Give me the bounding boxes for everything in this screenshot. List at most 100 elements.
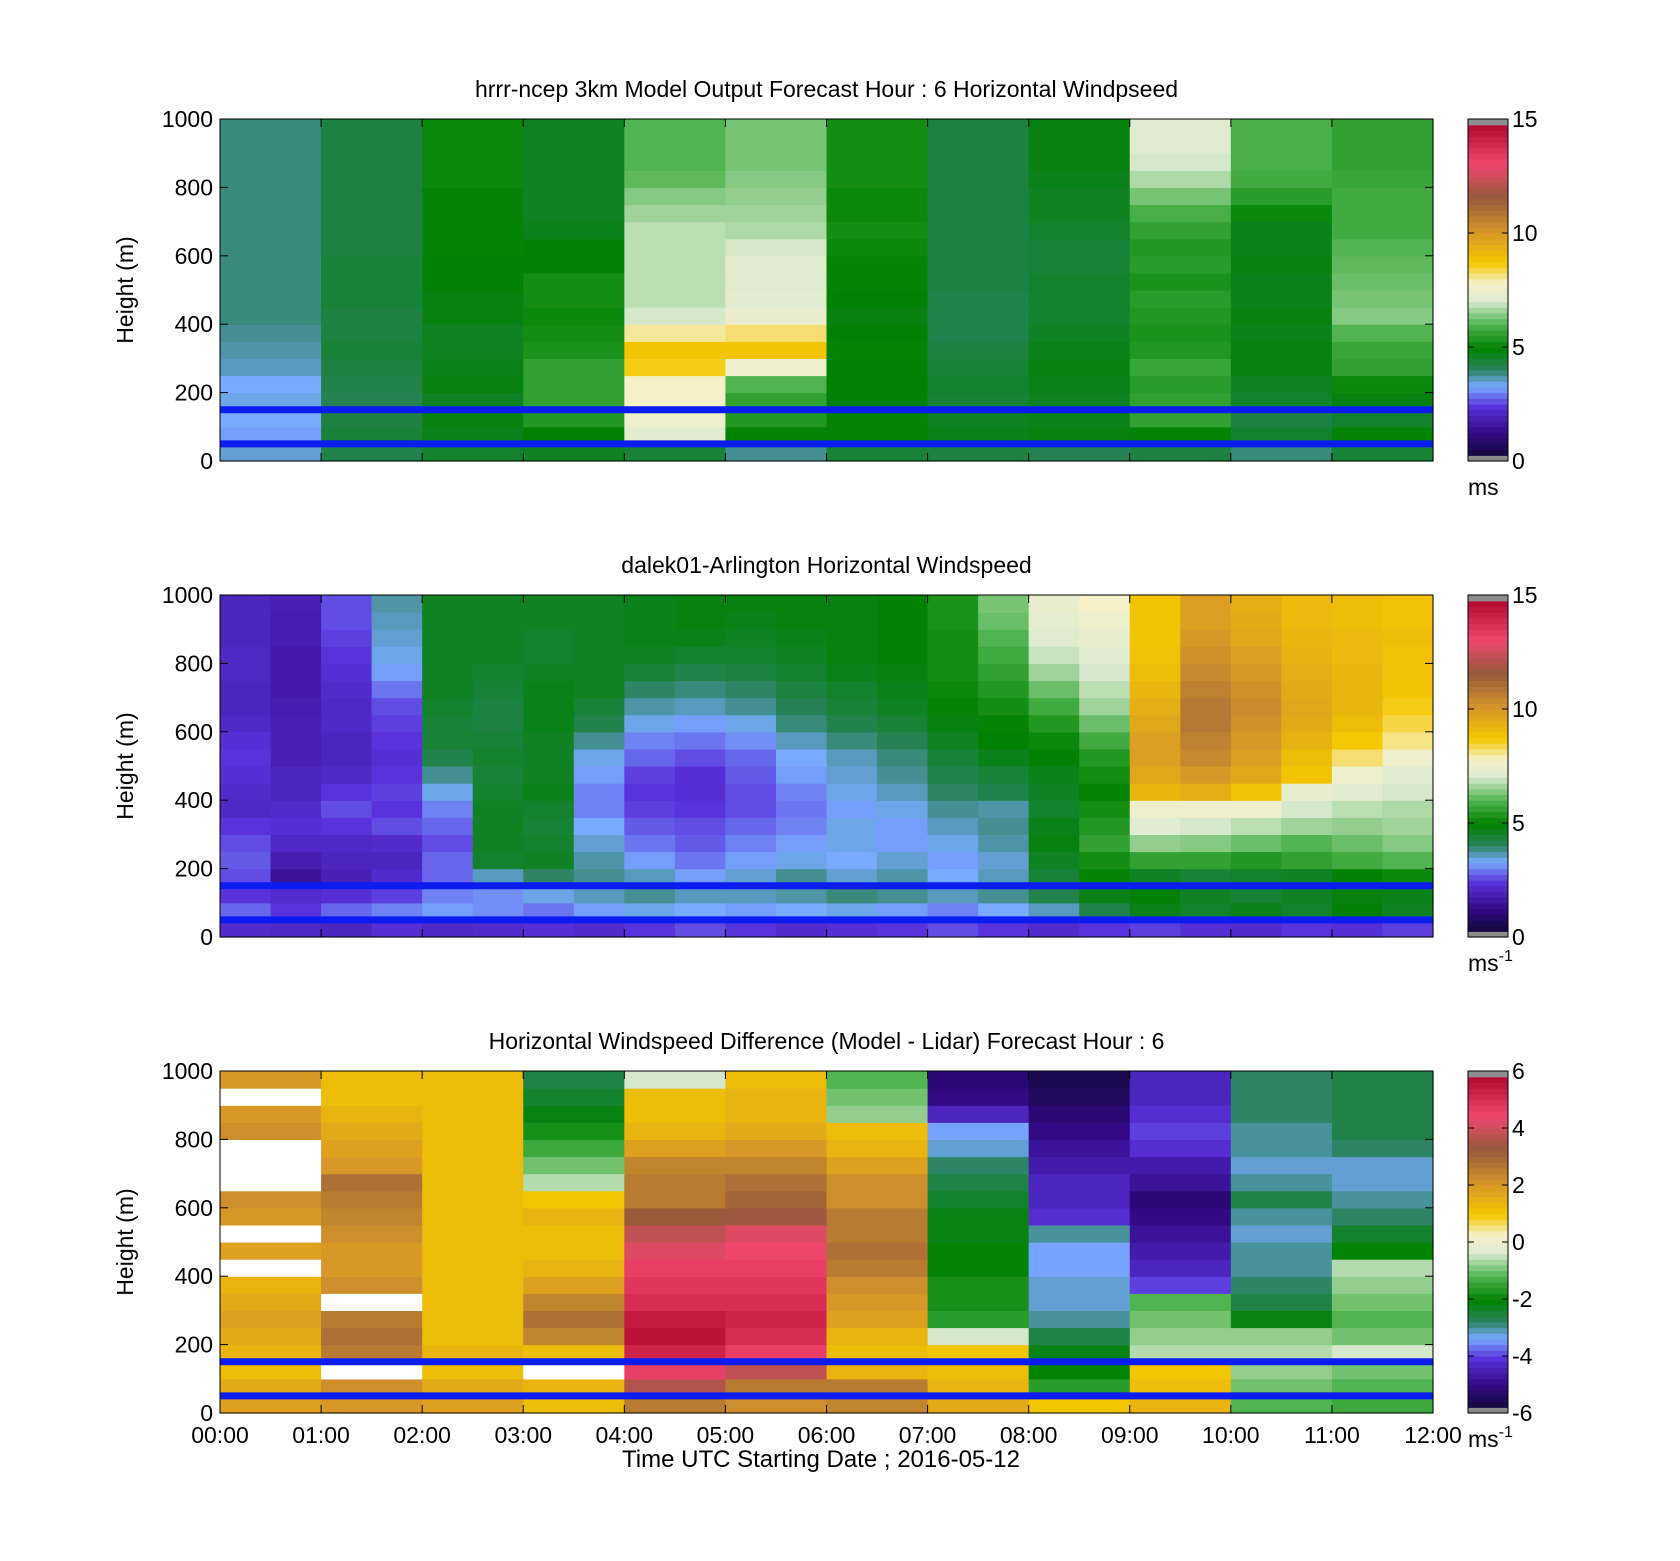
- heatmap-cell: [826, 170, 929, 188]
- heatmap-cell: [978, 834, 1030, 853]
- y-tick-label: 1000: [162, 582, 213, 608]
- heatmap-cell: [624, 1224, 727, 1243]
- heatmap-cell: [674, 766, 727, 784]
- chart-title: Horizontal Windspeed Difference (Model -…: [489, 1028, 1165, 1054]
- heatmap-cell: [270, 783, 322, 801]
- heatmap-cell: [1129, 595, 1181, 613]
- colorbar-segment: [1468, 278, 1508, 285]
- y-tick-label: 400: [175, 311, 213, 337]
- heatmap-cell: [1331, 307, 1434, 325]
- heatmap-cell: [422, 714, 474, 733]
- heatmap-cell: [1230, 238, 1333, 257]
- heatmap-cell: [1028, 680, 1080, 699]
- heatmap-cell: [725, 324, 828, 342]
- x-tick-label: 05:00: [697, 1422, 755, 1448]
- heatmap-cell: [1028, 443, 1131, 462]
- heatmap-cell: [523, 358, 625, 377]
- colorbar-segment: [1468, 1281, 1508, 1289]
- heatmap-cell: [927, 324, 1030, 342]
- heatmap-cell: [1028, 697, 1080, 716]
- heatmap-cell: [826, 731, 878, 750]
- heatmap-cell: [422, 255, 524, 274]
- colorbar-segment: [1468, 726, 1508, 733]
- heatmap-cell: [725, 646, 777, 664]
- heatmap-cell: [422, 119, 524, 137]
- heatmap-cell: [1230, 170, 1333, 188]
- heatmap-cell: [1129, 307, 1232, 325]
- heatmap-cell: [1331, 612, 1384, 630]
- heatmap-cell: [1382, 697, 1434, 716]
- heatmap-cell: [270, 817, 322, 835]
- heatmap-cell: [1230, 1173, 1333, 1192]
- colorbar-segment: [1468, 766, 1508, 773]
- heatmap-cell: [826, 663, 878, 682]
- heatmap-cell: [1129, 170, 1232, 188]
- heatmap-cell: [1230, 1395, 1333, 1414]
- heatmap-cell: [1129, 1344, 1232, 1363]
- colorbar-tick-label: 0: [1512, 924, 1525, 950]
- heatmap-cell: [624, 204, 727, 223]
- heatmap-cell: [1129, 629, 1181, 647]
- heatmap-cell: [523, 885, 575, 904]
- heatmap-cell: [1028, 272, 1131, 291]
- heatmap-cell: [220, 1071, 322, 1089]
- colorbar-segment: [1468, 1344, 1508, 1351]
- heatmap-cell: [1028, 1259, 1131, 1277]
- heatmap-cell: [826, 221, 929, 240]
- heatmap-cell: [826, 1156, 929, 1175]
- heatmap-cell: [422, 783, 474, 801]
- heatmap-cell: [725, 834, 777, 853]
- heatmap-cell: [220, 136, 322, 154]
- colorbar-tick-label: -4: [1512, 1343, 1533, 1369]
- heatmap-cell: [1331, 187, 1434, 206]
- heatmap-cell: [1382, 783, 1434, 801]
- heatmap-cell: [321, 1259, 423, 1277]
- heatmap-cell: [826, 1088, 929, 1106]
- heatmap-cell: [1281, 868, 1333, 887]
- heatmap-cell: [624, 748, 676, 767]
- heatmap-cell: [1331, 783, 1384, 801]
- heatmap-cell: [472, 731, 524, 750]
- heatmap-cell: [1129, 783, 1181, 801]
- heatmap-cell: [877, 902, 929, 921]
- heatmap-cell: [1129, 1071, 1232, 1089]
- colorbar-segment: [1468, 1259, 1508, 1266]
- colorbar-segment: [1468, 1116, 1508, 1123]
- heatmap-cell: [523, 1105, 625, 1123]
- heatmap-cell: [523, 443, 625, 462]
- heatmap-cell: [321, 629, 373, 647]
- heatmap-cell: [1079, 851, 1131, 870]
- colorbar-segment: [1468, 771, 1508, 778]
- heatmap-cell: [220, 919, 272, 938]
- heatmap-cell: [826, 1259, 929, 1277]
- colorbar-segment: [1468, 318, 1508, 325]
- heatmap-cell: [321, 1242, 423, 1260]
- heatmap-cell: [624, 341, 727, 359]
- heatmap-cell: [624, 1293, 727, 1311]
- heatmap-cell: [826, 851, 878, 870]
- heatmap-cell: [725, 1122, 828, 1140]
- heatmap-cell: [523, 680, 575, 699]
- heatmap-cell: [220, 1105, 322, 1123]
- heatmap-cell: [674, 646, 727, 664]
- heatmap-cell: [1230, 868, 1282, 887]
- heatmap-cell: [523, 766, 575, 784]
- heatmap-cell: [472, 817, 524, 835]
- colorbar-segment: [1468, 868, 1508, 875]
- colorbar-segment: [1468, 1219, 1508, 1226]
- heatmap-cell: [270, 612, 322, 630]
- heatmap-cell: [1230, 1276, 1333, 1294]
- colorbar-tick-label: 10: [1512, 696, 1538, 722]
- heatmap-cell: [1281, 817, 1333, 835]
- heatmap-cell: [573, 629, 625, 647]
- heatmap-cell: [321, 136, 423, 154]
- heatmap-cell: [321, 1310, 423, 1329]
- heatmap-cell: [1230, 646, 1282, 664]
- heatmap-cell: [1180, 680, 1232, 699]
- heatmap-cell: [674, 800, 727, 818]
- heatmap-cell: [422, 1224, 524, 1243]
- heatmap-cells: [220, 1071, 1434, 1414]
- heatmap-cell: [422, 375, 524, 394]
- colorbar-segment: [1468, 1350, 1508, 1357]
- colorbar-segment: [1468, 1407, 1508, 1414]
